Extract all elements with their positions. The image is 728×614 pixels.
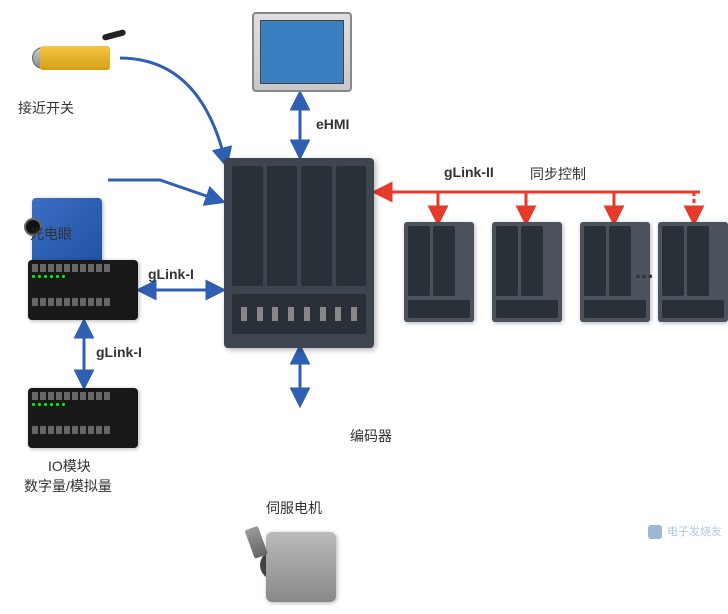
- io-module-label-2: 数字量/模拟量: [24, 476, 112, 496]
- hmi-screen: [260, 20, 344, 84]
- servo-motor-label: 伺服电机: [266, 498, 322, 518]
- servo-driver-2: [492, 222, 562, 322]
- io-module-1: [28, 260, 138, 320]
- glink1-label-b: gLink-I: [96, 344, 142, 360]
- hmi-display: [252, 12, 352, 92]
- servo-motor: [254, 524, 344, 614]
- encoder-label: 编码器: [350, 426, 392, 446]
- watermark: 电子发烧友: [648, 523, 722, 539]
- servo-driver-1: [404, 222, 474, 322]
- main-controller: [224, 158, 374, 348]
- proximity-switch-label: 接近开关: [18, 98, 74, 118]
- proximity-sensor: [40, 32, 120, 82]
- watermark-text: 电子发烧友: [667, 526, 722, 538]
- ellipsis: ...: [635, 258, 653, 284]
- io-module-label-1: IO模块: [48, 456, 91, 476]
- io-module-2: [28, 388, 138, 448]
- ehmi-label: eHMI: [316, 116, 349, 132]
- sync-control-label: 同步控制: [530, 164, 586, 184]
- servo-driver-4: [658, 222, 728, 322]
- watermark-logo-icon: [648, 525, 662, 539]
- photo-eye-label: 光电眼: [30, 224, 72, 244]
- glink2-label: gLink-II: [444, 164, 494, 180]
- glink1-label-a: gLink-I: [148, 266, 194, 282]
